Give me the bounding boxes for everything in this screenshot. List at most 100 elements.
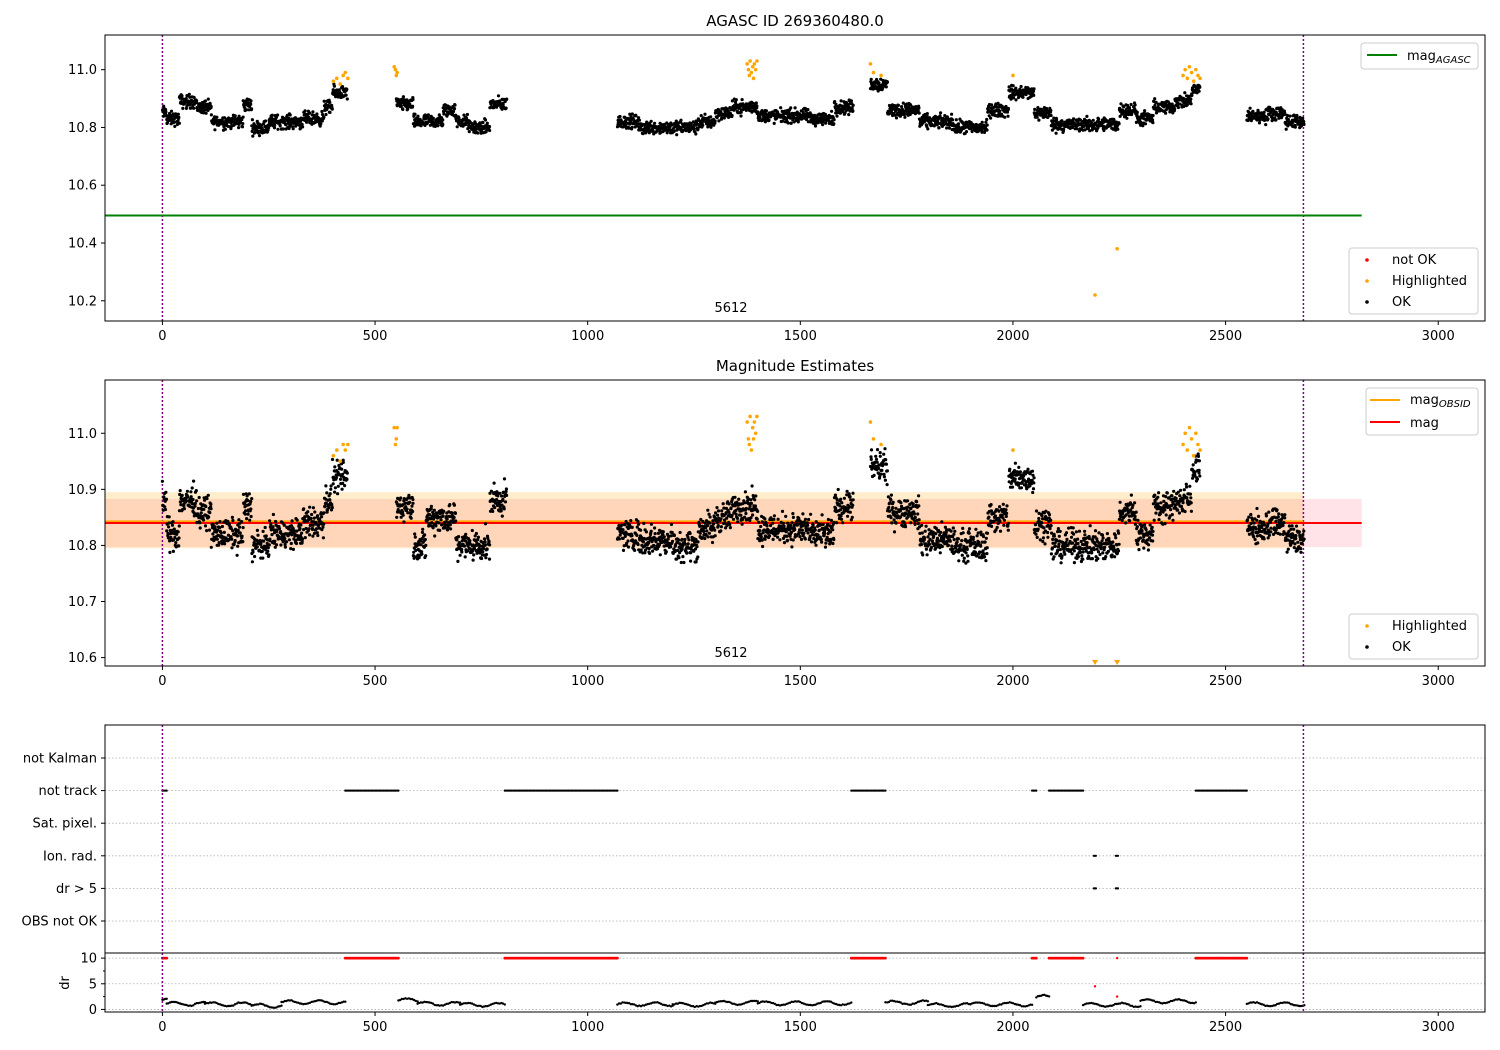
ok-point — [215, 115, 219, 119]
ok-point — [653, 532, 657, 536]
ok-point — [246, 499, 250, 503]
ok-point — [779, 106, 783, 110]
ok-point — [217, 541, 221, 545]
ok-point — [669, 522, 674, 527]
ok-point — [896, 103, 901, 107]
ok-point — [300, 122, 304, 126]
ok-point — [832, 538, 836, 542]
ok-point — [411, 501, 415, 505]
ok-point — [501, 490, 506, 494]
ok-point — [839, 517, 844, 521]
ok-point — [336, 484, 340, 488]
ok-point — [310, 527, 315, 532]
ok-point — [760, 520, 764, 524]
ok-point — [195, 499, 199, 503]
ok-point — [177, 524, 181, 528]
ok-point — [1062, 127, 1066, 131]
ok-point — [801, 512, 805, 516]
ok-point — [623, 523, 627, 527]
highlighted-point — [745, 62, 749, 66]
ok-point — [941, 116, 945, 121]
ok-point — [289, 547, 293, 551]
ok-point — [653, 121, 657, 125]
ok-point — [672, 129, 676, 133]
ok-point — [947, 126, 952, 130]
ok-point — [405, 507, 409, 511]
ok-point — [1153, 97, 1157, 101]
ok-point — [763, 537, 767, 541]
ok-point — [218, 520, 222, 524]
ok-point — [272, 126, 277, 130]
ok-point — [756, 509, 760, 513]
ok-point — [498, 491, 502, 495]
ok-point — [444, 520, 448, 524]
ok-point — [323, 505, 327, 509]
ok-point — [674, 124, 678, 129]
ok-point — [164, 490, 168, 494]
ok-point — [293, 532, 297, 536]
ok-point — [985, 123, 989, 127]
ok-point — [167, 525, 171, 529]
highlighted-point — [338, 82, 342, 86]
ok-point — [1176, 105, 1180, 110]
ok-point — [476, 538, 480, 542]
ok-point — [279, 530, 283, 534]
legend-marker-ok — [1365, 300, 1369, 304]
ok-point — [1102, 128, 1106, 133]
ok-point — [428, 513, 432, 517]
ok-point — [312, 516, 316, 520]
ok-point — [761, 531, 765, 535]
ok-point — [705, 529, 709, 533]
ok-point — [314, 527, 319, 531]
ok-point — [911, 502, 915, 506]
ok-point — [848, 495, 852, 499]
panel-magnitude-estimates: Magnitude Estimates 0 500 1000 1500 2000 2500… — [68, 357, 1486, 689]
ok-point — [923, 536, 927, 540]
ok-point — [630, 534, 634, 538]
ok-point — [1262, 110, 1266, 114]
ok-point — [295, 518, 299, 522]
ok-point — [303, 536, 307, 540]
ok-point — [706, 535, 710, 539]
ok-point — [1170, 102, 1174, 106]
ok-point — [814, 543, 818, 547]
ok-point — [889, 493, 894, 497]
ok-point — [306, 510, 310, 514]
ok-point — [1286, 117, 1290, 122]
ok-point — [679, 118, 683, 122]
ok-point — [341, 460, 345, 464]
ok-point — [170, 523, 175, 527]
ok-point — [880, 468, 884, 472]
ok-point — [759, 524, 763, 529]
ok-point — [678, 530, 682, 535]
ok-point — [411, 97, 415, 102]
ok-point — [851, 109, 855, 113]
ok-point — [330, 107, 334, 111]
ok-point — [241, 115, 245, 119]
ok-point — [164, 497, 169, 501]
ok-point — [172, 527, 176, 531]
ok-point — [776, 535, 780, 539]
ok-point — [890, 521, 894, 525]
ok-point — [284, 123, 288, 127]
ok-point — [682, 560, 686, 565]
ok-point — [338, 477, 343, 481]
ok-point — [964, 130, 969, 134]
ok-point — [884, 85, 888, 89]
ok-point — [503, 500, 508, 504]
ok-point — [199, 511, 203, 515]
ok-point — [1274, 118, 1278, 122]
ok-point — [754, 494, 758, 498]
ok-point — [308, 533, 312, 537]
ok-point — [900, 105, 904, 109]
y-tick-label: 10.6 — [68, 179, 97, 194]
ok-point — [875, 448, 880, 452]
ok-point — [925, 553, 929, 557]
ok-point — [683, 542, 687, 546]
ok-point — [772, 121, 776, 125]
ok-point — [477, 546, 481, 551]
ok-point — [1070, 125, 1074, 130]
ok-point — [934, 532, 938, 536]
ok-point — [1006, 114, 1010, 118]
ok-point — [423, 533, 427, 537]
